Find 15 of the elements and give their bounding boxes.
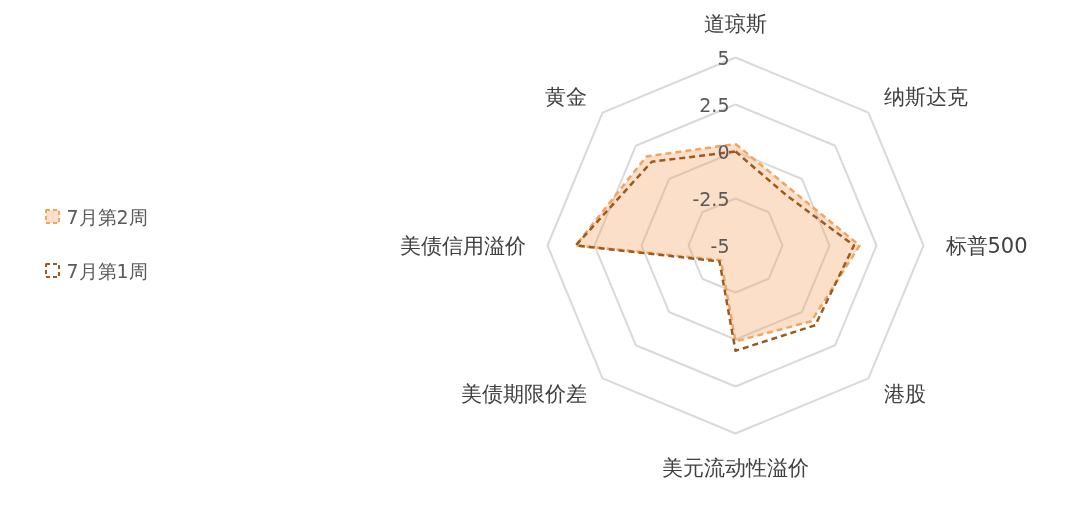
spoke-label: 道琼斯 xyxy=(704,11,767,36)
spoke-label: 港股 xyxy=(883,381,926,406)
spoke-label: 美债信用溢价 xyxy=(399,233,526,258)
spoke-label: 美元流动性溢价 xyxy=(662,455,809,480)
spoke-label: 标普500 xyxy=(944,233,1028,258)
legend-label: 7月第2周 xyxy=(66,205,148,228)
y-tick-label: -5 xyxy=(710,234,730,257)
y-tick-label: 2.5 xyxy=(699,93,730,116)
y-tick-label: -2.5 xyxy=(692,187,730,210)
spoke-label: 美债期限价差 xyxy=(461,381,588,406)
spoke-label: 黄金 xyxy=(545,85,588,110)
y-tick-label: 5 xyxy=(717,46,730,69)
y-tick-label: 0 xyxy=(717,140,730,163)
spoke-label: 纳斯达克 xyxy=(883,85,968,110)
legend-label: 7月第1周 xyxy=(66,259,148,282)
